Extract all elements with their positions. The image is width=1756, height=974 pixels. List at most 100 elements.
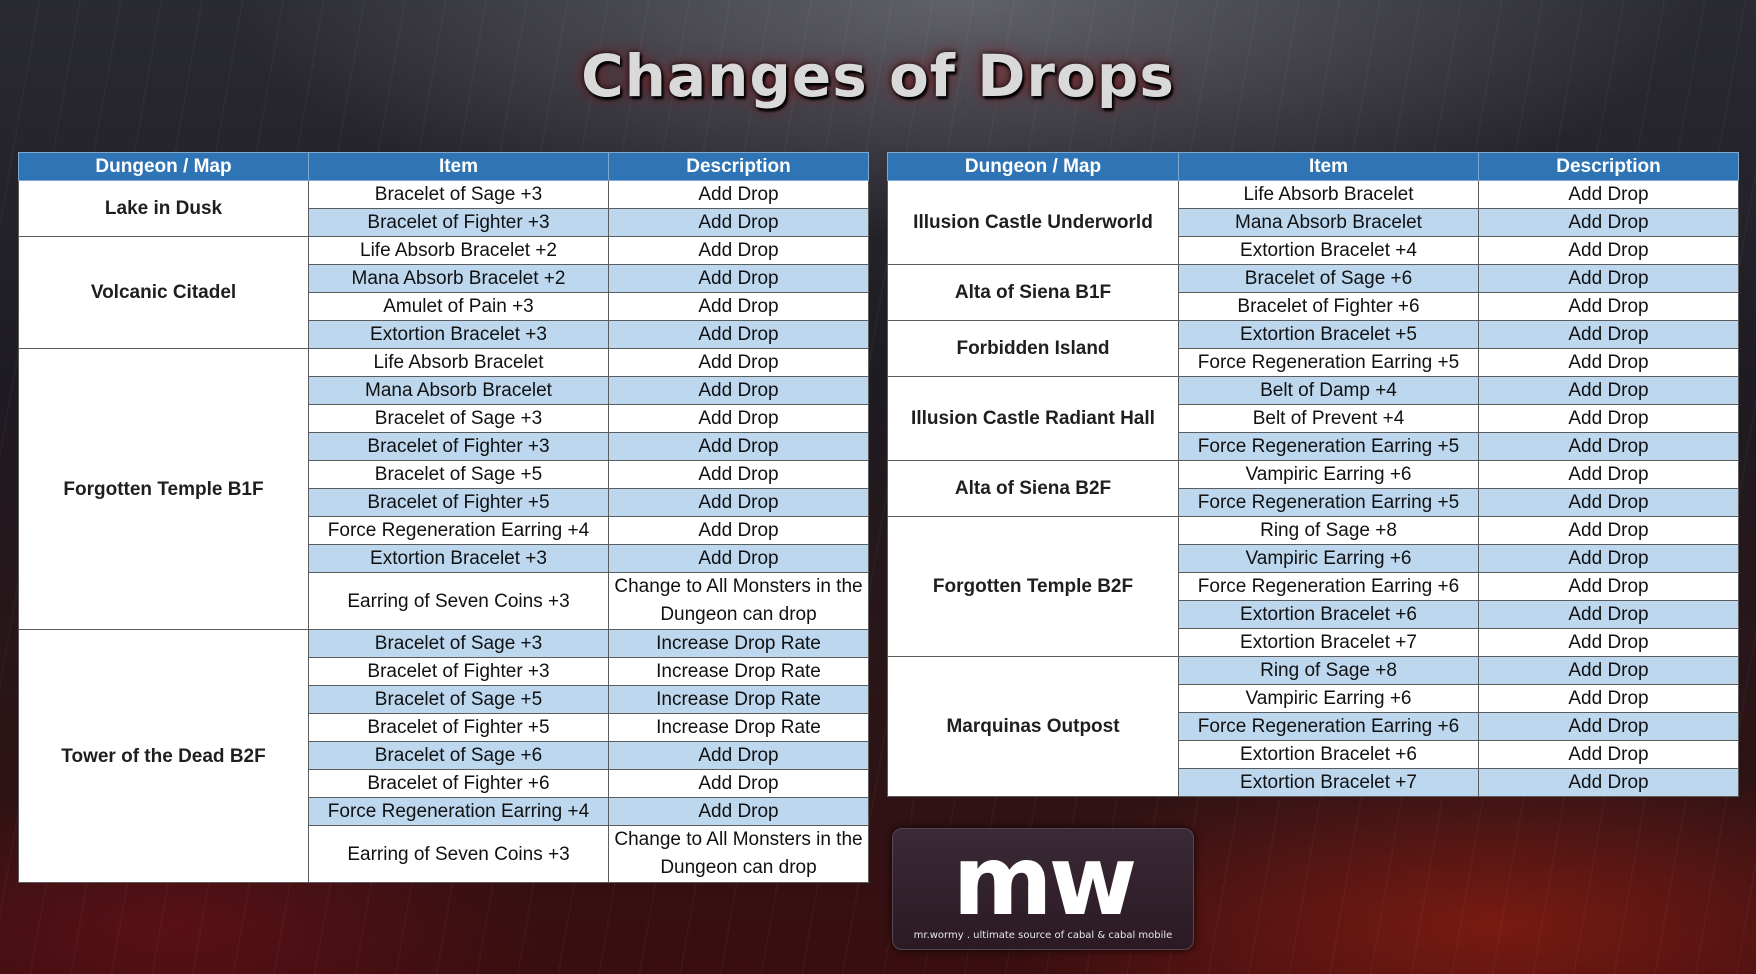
description-cell: Increase Drop Rate	[608, 685, 869, 714]
table-row: Bracelet of Sage +3 Add Drop	[19, 404, 869, 433]
description-cell: Add Drop	[1478, 432, 1739, 461]
table-row: Vampiric Earring +6 Add Drop	[888, 684, 1739, 713]
table-body: Illusion Castle Underworld Life Absorb Br…	[887, 180, 1739, 797]
description-cell: Add Drop	[1478, 516, 1739, 545]
table-header-row: Dungeon / Map Item Description	[18, 152, 869, 181]
description-cell: Add Drop	[1478, 628, 1739, 657]
item-cell: Force Regeneration Earring +6	[1178, 572, 1479, 601]
table-row: Illusion Castle Radiant Hall Belt of Damp…	[887, 376, 1739, 461]
item-cell: Belt of Damp +4	[1178, 376, 1479, 405]
logo-tagline: mr.wormy . ultimate source of cabal & ca…	[913, 930, 1173, 941]
description-cell: Add Drop	[608, 208, 869, 237]
table-row: Lake in Dusk Bracelet of Sage +3 Add Drop	[18, 180, 869, 237]
description-cell: Add Drop	[608, 292, 869, 321]
item-cell: Earring of Seven Coins +3	[308, 572, 609, 630]
description-cell: Add Drop	[1478, 768, 1739, 797]
dungeon-cell: Alta of Siena B1F	[887, 264, 1179, 321]
logo-mark: mw	[952, 825, 1138, 937]
item-cell: Force Regeneration Earring +5	[1178, 488, 1479, 517]
table-row: Vampiric Earring +6 Add Drop	[888, 544, 1739, 573]
table-row: Earring of Seven Coins +3 Change to All M…	[19, 825, 869, 883]
item-cell: Vampiric Earring +6	[1178, 684, 1479, 713]
item-cell: Bracelet of Sage +6	[308, 741, 609, 770]
col-header-item: Item	[308, 152, 609, 181]
item-cell: Bracelet of Fighter +3	[308, 657, 609, 686]
item-cell: Ring of Sage +8	[1178, 516, 1479, 545]
col-header-dungeon: Dungeon / Map	[18, 152, 309, 181]
item-cell: Bracelet of Fighter +5	[308, 713, 609, 742]
item-cell: Force Regeneration Earring +6	[1178, 712, 1479, 741]
item-cell: Belt of Prevent +4	[1178, 404, 1479, 433]
col-header-dungeon: Dungeon / Map	[887, 152, 1179, 181]
table-row: Bracelet of Fighter +6 Add Drop	[19, 769, 869, 798]
item-cell: Bracelet of Fighter +6	[308, 769, 609, 798]
description-cell: Add Drop	[608, 432, 869, 461]
table-row: Force Regeneration Earring +5 Add Drop	[888, 488, 1739, 517]
table-row: Marquinas Outpost Ring of Sage +8 Add Drop	[887, 656, 1739, 797]
item-cell: Mana Absorb Bracelet +2	[308, 264, 609, 293]
item-cell: Extortion Bracelet +6	[1178, 740, 1479, 769]
table-body: Lake in Dusk Bracelet of Sage +3 Add Drop B…	[18, 180, 869, 883]
description-cell: Add Drop	[608, 348, 869, 377]
table-row: Bracelet of Fighter +3 Add Drop	[19, 208, 869, 237]
item-cell: Earring of Seven Coins +3	[308, 825, 609, 883]
item-cell: Bracelet of Fighter +3	[308, 208, 609, 237]
table-row: Force Regeneration Earring +5 Add Drop	[888, 432, 1739, 461]
description-cell: Add Drop	[608, 404, 869, 433]
description-cell: Increase Drop Rate	[608, 713, 869, 742]
table-row: Force Regeneration Earring +6 Add Drop	[888, 712, 1739, 741]
description-cell: Add Drop	[608, 320, 869, 349]
col-header-description: Description	[608, 152, 869, 181]
description-cell: Add Drop	[1478, 320, 1739, 349]
item-cell: Bracelet of Sage +6	[1178, 264, 1479, 293]
description-cell: Add Drop	[1478, 292, 1739, 321]
item-cell: Extortion Bracelet +6	[1178, 600, 1479, 629]
description-cell: Add Drop	[1478, 684, 1739, 713]
table-row: Extortion Bracelet +7 Add Drop	[888, 768, 1739, 797]
table-row: Bracelet of Fighter +3 Add Drop	[19, 432, 869, 461]
description-cell: Add Drop	[608, 376, 869, 405]
item-cell: Ring of Sage +8	[1178, 656, 1479, 685]
item-cell: Bracelet of Fighter +5	[308, 488, 609, 517]
mw-logo: mw mr.wormy . ultimate source of cabal &…	[892, 828, 1194, 950]
dungeon-cell: Illusion Castle Radiant Hall	[887, 376, 1179, 461]
table-row: Bracelet of Fighter +5 Increase Drop Rate	[19, 713, 869, 742]
description-cell: Add Drop	[1478, 740, 1739, 769]
table-row: Force Regeneration Earring +4 Add Drop	[19, 797, 869, 826]
table-row: Volcanic Citadel Life Absorb Bracelet +2 A…	[18, 236, 869, 349]
description-cell: Add Drop	[1478, 348, 1739, 377]
item-cell: Mana Absorb Bracelet	[308, 376, 609, 405]
item-cell: Extortion Bracelet +3	[308, 320, 609, 349]
description-cell: Add Drop	[1478, 544, 1739, 573]
table-row: Bracelet of Fighter +6 Add Drop	[888, 292, 1739, 321]
table-row: Force Regeneration Earring +6 Add Drop	[888, 572, 1739, 601]
table-row: Earring of Seven Coins +3 Change to All M…	[19, 572, 869, 630]
table-row: Alta of Siena B1F Bracelet of Sage +6 Add …	[887, 264, 1739, 321]
description-cell: Add Drop	[608, 516, 869, 545]
item-cell: Bracelet of Sage +3	[308, 404, 609, 433]
item-cell: Vampiric Earring +6	[1178, 544, 1479, 573]
item-cell: Extortion Bracelet +4	[1178, 236, 1479, 265]
item-cell: Bracelet of Fighter +3	[308, 432, 609, 461]
item-cell: Extortion Bracelet +5	[1178, 320, 1479, 349]
table-row: Bracelet of Sage +5 Increase Drop Rate	[19, 685, 869, 714]
table-row: Forgotten Temple B2F Ring of Sage +8 Add D…	[887, 516, 1739, 657]
dungeon-cell: Forbidden Island	[887, 320, 1179, 377]
dungeon-cell: Marquinas Outpost	[887, 656, 1179, 797]
description-cell: Add Drop	[1478, 376, 1739, 405]
item-cell: Bracelet of Sage +3	[308, 180, 609, 209]
table-row: Extortion Bracelet +7 Add Drop	[888, 628, 1739, 657]
dungeon-cell: Tower of the Dead B2F	[18, 629, 309, 883]
dungeon-cell: Lake in Dusk	[18, 180, 309, 237]
description-cell: Add Drop	[1478, 488, 1739, 517]
item-cell: Vampiric Earring +6	[1178, 460, 1479, 489]
table-row: Extortion Bracelet +6 Add Drop	[888, 600, 1739, 629]
drops-table-right: Dungeon / Map Item Description Illusion …	[887, 152, 1739, 797]
table-row: Illusion Castle Underworld Life Absorb Br…	[887, 180, 1739, 265]
item-cell: Life Absorb Bracelet	[308, 348, 609, 377]
table-row: Tower of the Dead B2F Bracelet of Sage +3…	[18, 629, 869, 883]
item-cell: Bracelet of Sage +3	[308, 629, 609, 658]
table-row: Mana Absorb Bracelet Add Drop	[19, 376, 869, 405]
table-row: Amulet of Pain +3 Add Drop	[19, 292, 869, 321]
item-cell: Force Regeneration Earring +5	[1178, 432, 1479, 461]
